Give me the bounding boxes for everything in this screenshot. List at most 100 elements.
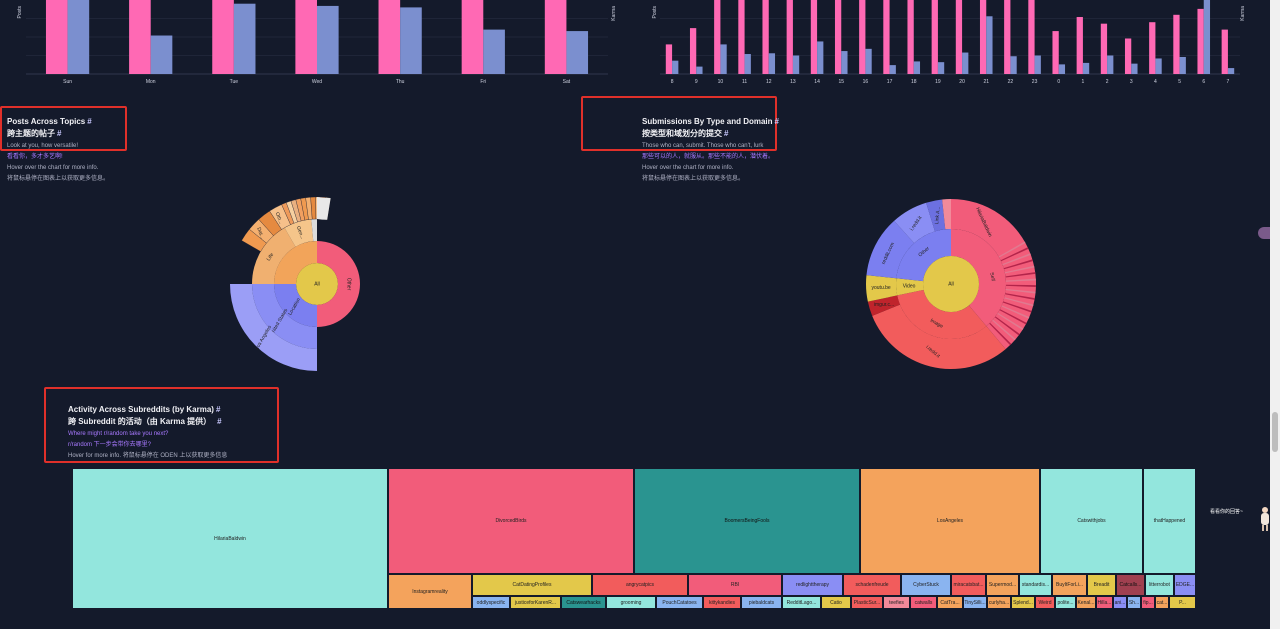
bar-14-series-1[interactable] (810, 0, 818, 74)
bar-Tue-series-2[interactable] (233, 3, 256, 75)
sunburst-seg-self-thin-14[interactable] (997, 312, 1024, 331)
treemap-cell[interactable]: standardis... (1019, 574, 1052, 596)
sunburst-seg-self-thin-10[interactable] (1004, 297, 1034, 307)
sunburst-seg-self-thin-5[interactable] (1005, 272, 1036, 278)
bar-9-series-1[interactable] (689, 28, 697, 74)
bar-23-series-1[interactable] (1028, 0, 1035, 74)
sunburst-seg-misc[interactable] (942, 199, 951, 230)
bar-15-series-2[interactable] (841, 51, 848, 74)
posts-by-hour-chart[interactable]: 8 9 10 11 12 13 14 15 16 17 18 19 20 21 22 23 0 1 2 3 4 5 6 7Po… (650, 0, 1260, 92)
scrollbar-thumb[interactable] (1272, 412, 1278, 452)
sunburst-seg-self-thin-15[interactable] (994, 316, 1020, 336)
bar-Thu-series-2[interactable] (400, 7, 422, 74)
sunburst-seg-gen[interactable] (284, 219, 314, 247)
bar-Fri-series-2[interactable] (483, 29, 505, 75)
bar-14-series-2[interactable] (817, 41, 824, 74)
anchor-link[interactable]: # (87, 117, 92, 126)
treemap-cell[interactable]: fip... (1141, 596, 1155, 609)
bar-8-series-1[interactable] (665, 44, 673, 74)
treemap-cell[interactable]: EDGE... (1174, 574, 1196, 596)
sunburst-seg-self-thin-0[interactable] (998, 241, 1026, 258)
treemap-cell[interactable]: piebaldcats (741, 596, 782, 609)
treemap-cell[interactable]: PouchCatatoes (656, 596, 703, 609)
anchor-link-cn[interactable]: # (724, 129, 729, 138)
sunburst-seg-self-thin-12[interactable] (1001, 305, 1030, 319)
submissions-sunburst-chart[interactable]: HilariaBaldwini.redd.itimgur.c...youtu.b… (850, 190, 1050, 375)
treemap-cell[interactable]: CatDatingProfiles (472, 574, 592, 596)
bar-Sun-series-1[interactable] (45, 0, 68, 74)
sunburst-seg-link[interactable] (926, 199, 946, 232)
bar-12-series-1[interactable] (762, 0, 769, 74)
treemap-cell[interactable]: redlighttherapy (782, 574, 843, 596)
treemap-cell[interactable]: BuyItForLi... (1052, 574, 1087, 596)
treemap-cell[interactable]: CyberStuck (901, 574, 951, 596)
treemap-cell[interactable]: kittykandies (703, 596, 741, 609)
treemap-cell[interactable]: teefies (883, 596, 910, 609)
bar-6-series-1[interactable] (1197, 8, 1204, 75)
bar-Mon-series-2[interactable] (150, 35, 173, 74)
bar-10-series-2[interactable] (720, 44, 727, 74)
treemap-cell[interactable]: ani... (1113, 596, 1127, 609)
bar-Mon-series-1[interactable] (129, 0, 151, 74)
treemap-cell[interactable]: Sh... (1127, 596, 1141, 609)
sunburst-center[interactable] (296, 263, 338, 305)
sunburst-seg-self-thin-8[interactable] (1005, 288, 1036, 294)
bar-0-series-1[interactable] (1052, 31, 1059, 74)
treemap-cell[interactable]: BoomersBeingFools (634, 468, 860, 574)
bar-13-series-1[interactable] (786, 0, 793, 74)
sunburst-seg-self-thin-6[interactable] (1005, 278, 1036, 282)
mascot-icon[interactable] (1258, 504, 1272, 534)
bar-6-series-2[interactable] (1203, 0, 1211, 74)
treemap-cell[interactable]: LosAngeles (860, 468, 1040, 574)
treemap-cell[interactable]: thatHappened (1143, 468, 1196, 574)
sunburst-seg-imgur[interactable] (867, 295, 901, 316)
treemap-cell[interactable]: Hilla... (1096, 596, 1113, 609)
posts-by-weekday-chart[interactable]: Sun Mon Tue Wed Thu Fri Sat Posts Karma (17, 0, 618, 92)
sunburst-seg-other[interactable] (896, 229, 951, 282)
treemap-cell[interactable]: schadenfreude (843, 574, 901, 596)
treemap-cell[interactable]: justiceforKarenR... (510, 596, 561, 609)
sunburst-seg-image[interactable] (897, 289, 987, 339)
treemap-cell[interactable]: Catswearhacks (561, 596, 606, 609)
sunburst-seg-video[interactable] (896, 278, 924, 296)
bar-Wed-series-1[interactable] (295, 0, 317, 74)
treemap-cell[interactable]: cat... (1155, 596, 1169, 609)
bar-11-series-2[interactable] (744, 54, 751, 74)
treemap-cell[interactable]: Supermod... (986, 574, 1019, 596)
bar-22-series-1[interactable] (1004, 0, 1011, 74)
treemap-cell[interactable]: Weird (1035, 596, 1055, 609)
sunburst-seg-ireddit-image[interactable] (872, 304, 1006, 369)
sunburst-seg-self-thin-7[interactable] (1005, 284, 1036, 287)
bar-Fri-series-1[interactable] (461, 0, 484, 74)
bar-22-series-2[interactable] (1010, 56, 1017, 74)
bar-1-series-2[interactable] (1082, 62, 1090, 74)
treemap-cell[interactable]: angrycatpics (592, 574, 688, 596)
sunburst-seg-ireddit-other[interactable] (894, 202, 935, 244)
sunburst-seg-los-angeles[interactable] (230, 284, 317, 371)
bar-20-series-1[interactable] (955, 0, 963, 74)
anchor-link-cn[interactable]: # (217, 417, 222, 426)
treemap-cell[interactable]: miracatsbat... (951, 574, 986, 596)
bar-15-series-1[interactable] (834, 0, 842, 74)
bar-19-series-2[interactable] (937, 62, 945, 74)
sunburst-seg-self-thin-2[interactable] (1002, 253, 1031, 266)
treemap-cell[interactable]: Catswithjobs (1040, 468, 1143, 574)
sunburst-seg-self-thin-16[interactable] (992, 319, 1016, 341)
bar-13-series-2[interactable] (792, 55, 800, 75)
sunburst-seg-life[interactable] (274, 241, 317, 284)
anchor-link-cn[interactable]: # (57, 129, 62, 138)
bar-Sun-series-2[interactable] (67, 0, 90, 74)
treemap-cell[interactable]: Instagramreality (388, 574, 472, 609)
sunburst-seg-youtube[interactable] (866, 275, 898, 302)
bar-2-series-2[interactable] (1107, 55, 1114, 75)
treemap-cell[interactable]: P... (1169, 596, 1196, 609)
sunburst-seg-leaf-end[interactable] (317, 197, 331, 220)
sunburst-seg-united-states[interactable] (252, 284, 317, 349)
bar-19-series-1[interactable] (931, 0, 938, 74)
scrollbar-track[interactable] (1270, 0, 1280, 629)
bar-16-series-1[interactable] (859, 0, 866, 74)
bar-5-series-2[interactable] (1179, 56, 1186, 74)
treemap-cell[interactable]: RBI (688, 574, 782, 596)
bar-20-series-2[interactable] (962, 52, 969, 74)
